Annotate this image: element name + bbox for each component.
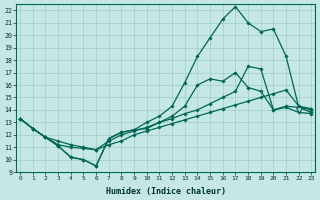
X-axis label: Humidex (Indice chaleur): Humidex (Indice chaleur) — [106, 187, 226, 196]
